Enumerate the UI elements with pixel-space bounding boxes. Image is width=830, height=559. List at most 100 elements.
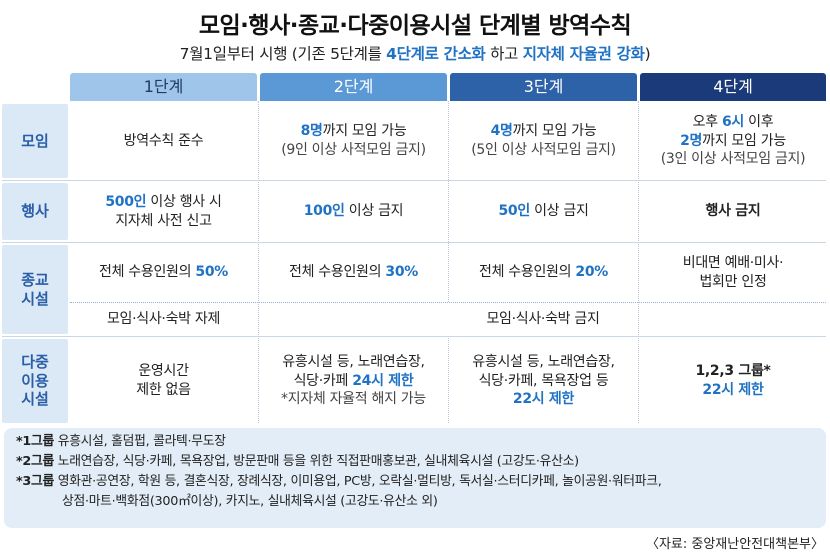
column-divider [448,336,449,423]
subtitle-text: 7월1일부터 시행 (기존 5단계를 [179,45,387,63]
row-label-facility-line3: 시설 [21,390,49,409]
footnote-group1-text: 유흥시설, 홀덤펍, 콜라텍·무도장 [53,434,226,449]
gathering-stage4-time-pre: 오후 [692,113,722,130]
column-divider [448,101,449,302]
gathering-stage4-time: 6시 [721,113,745,130]
religion-stage3-text: 전체 수용인원의 [479,264,576,281]
facility-stage3: 유흥시설 등, 노래연습장, 식당·카페, 목욕장업 등 22시 제한 [450,339,637,423]
facility-stage2-line2: 식당·카페 [293,372,353,389]
facility-stage2-line1: 유흥시설 등, 노래연습장, [282,353,425,370]
facility-stage1-line1: 운영시간 [138,363,189,380]
religion-stage4-line1: 비대면 예배·미사· [682,254,784,271]
row-subdivider [70,302,826,303]
religion-stage2-percent: 30% [385,264,418,281]
column-divider [638,101,639,423]
subtitle-text-end: ) [644,45,651,63]
footnote-group3-tag: *3그룹 [16,474,54,489]
page-subtitle: 7월1일부터 시행 (기존 5단계를 4단계로 간소화 하고 지자체 자율권 강… [0,42,830,64]
footnote-group3-cont: 상점·마트·백화점(300㎡이상), 카지노, 실내체육시설 (고강도·유산소 … [16,492,814,512]
facility-stage2-limit: 24시 제한 [352,372,414,389]
religion-stage1-percent: 50% [195,264,228,281]
facility-stage3-line1: 유흥시설 등, 노래연습장, [472,353,615,370]
row-label-gathering: 모임 [2,104,68,178]
event-stage1: 500인 이상 행사 시 지자체 사전 신고 [70,183,257,240]
religion-stage1-text: 전체 수용인원의 [99,264,196,281]
religion-stage3-percent: 20% [575,264,608,281]
gathering-stage1: 방역수칙 준수 [70,104,257,178]
facility-stage4: 1,2,3 그룹* 22시 제한 [640,339,826,423]
facility-stage1: 운영시간 제한 없음 [70,339,257,423]
gathering-stage2-note: (9인 이상 사적모임 금지) [281,142,426,158]
footnote-group3-text-cont: 상점·마트·백화점(300㎡이상), 카지노, 실내체육시설 (고강도·유산소 … [62,494,438,509]
religion-stage1: 전체 수용인원의 50% [70,245,257,300]
row-label-facility-line2: 이용 [21,371,49,390]
footnote-group1: *1그룹 유흥시설, 홀덤펍, 콜라텍·무도장 [16,432,814,452]
event-stage2-count: 100인 [303,203,345,220]
page-title: 모임·행사·종교·다중이용시설 단계별 방역수칙 [198,13,632,39]
gathering-stage4: 오후 6시 이후 2명까지 모임 가능 (3인 이상 사적모임 금지) [640,104,826,178]
column-divider [258,101,259,423]
religion-sub-stage234-text: 모임·식사·숙박 금지 [486,310,600,327]
subtitle-highlight-simplify: 4단계로 간소화 [386,45,486,63]
facility-stage4-groups: 1,2,3 그룹* [695,363,771,380]
stage-header-3: 3단계 [450,73,637,101]
religion-stage4-line2: 법회만 인정 [699,273,767,290]
facility-stage4-limit: 22시 제한 [702,382,764,398]
religion-sub-stage1-text: 모임·식사·숙박 자제 [106,310,221,327]
religion-stage2: 전체 수용인원의 30% [260,245,447,300]
facility-stage2: 유흥시설 등, 노래연습장, 식당·카페 24시 제한 *지자체 자율적 해지 … [260,339,447,423]
event-stage3-count: 50인 [498,203,530,220]
subtitle-text-mid: 하고 [485,45,523,63]
gathering-stage2-count: 8명 [300,123,323,140]
facility-stage3-limit: 22시 제한 [512,391,575,408]
facility-stage2-note: *지자체 자율적 해지 가능 [281,391,426,408]
row-divider [2,336,826,337]
source-credit: 〈자료: 중앙재난안전대책본부〉 [645,537,824,552]
footnote-box: *1그룹 유흥시설, 홀덤펍, 콜라텍·무도장 *2그룹 노래연습장, 식당·카… [4,428,826,528]
event-stage4-text: 행사 금지 [705,203,761,220]
row-label-facility: 다중 이용 시설 [2,339,68,423]
event-stage1-note: 지자체 사전 신고 [115,212,212,229]
gathering-stage4-count: 2명 [680,132,703,149]
row-label-event: 행사 [2,183,68,240]
gathering-stage3-note: (5인 이상 사적모임 금지) [471,142,616,158]
gathering-stage2-text: 까지 모임 가능 [322,123,407,140]
footnote-group3: *3그룹 영화관·공연장, 학원 등, 결혼식장, 장례식장, 이미용업, PC… [16,472,814,492]
event-stage3: 50인 이상 금지 [450,183,637,240]
stage-header-1: 1단계 [70,73,257,101]
religion-sub-stage234: 모임·식사·숙박 금지 [260,304,826,334]
facility-stage1-line2: 제한 없음 [136,382,191,398]
gathering-stage3-text: 까지 모임 가능 [512,123,597,140]
row-label-religion: 종교 시설 [2,245,68,334]
subtitle-highlight-autonomy: 지자체 자율권 강화 [522,45,645,63]
gathering-stage4-note: (3인 이상 사적모임 금지) [660,151,806,168]
row-divider [2,242,826,243]
row-label-religion-line1: 종교 [21,270,49,289]
event-stage1-text: 이상 행사 시 [146,193,222,210]
footnote-group3-text: 영화관·공연장, 학원 등, 결혼식장, 장례식장, 이미용업, PC방, 오락… [53,474,662,489]
religion-stage4: 비대면 예배·미사· 법회만 인정 [640,245,826,300]
gathering-stage3: 4명까지 모임 가능 (5인 이상 사적모임 금지) [450,104,637,178]
gathering-stage4-time-post: 이후 [744,113,774,130]
stage-header-4: 4단계 [640,73,826,101]
gathering-stage3-count: 4명 [490,123,513,140]
religion-sub-stage1: 모임·식사·숙박 자제 [70,304,257,334]
row-label-facility-line1: 다중 [21,352,49,371]
stage-header-2: 2단계 [260,73,447,101]
event-stage2-text: 이상 금지 [344,203,404,220]
gathering-stage2: 8명까지 모임 가능 (9인 이상 사적모임 금지) [260,104,447,178]
footnote-group1-tag: *1그룹 [16,434,54,449]
footnote-group2-tag: *2그룹 [16,454,54,469]
event-stage4: 행사 금지 [640,183,826,240]
row-label-religion-line2: 시설 [21,289,49,308]
religion-stage3: 전체 수용인원의 20% [450,245,637,300]
facility-stage3-line2: 식당·카페, 목욕장업 등 [478,372,609,389]
event-stage3-text: 이상 금지 [529,203,589,220]
gathering-stage1-text: 방역수칙 준수 [123,132,204,149]
religion-stage2-text: 전체 수용인원의 [289,264,386,281]
gathering-stage4-text: 까지 모임 가능 [702,132,786,149]
event-stage1-count: 500인 [105,193,147,210]
row-divider [2,180,826,181]
footnote-group2: *2그룹 노래연습장, 식당·카페, 목욕장업, 방문판매 등을 위한 직접판매… [16,452,814,472]
event-stage2: 100인 이상 금지 [260,183,447,240]
